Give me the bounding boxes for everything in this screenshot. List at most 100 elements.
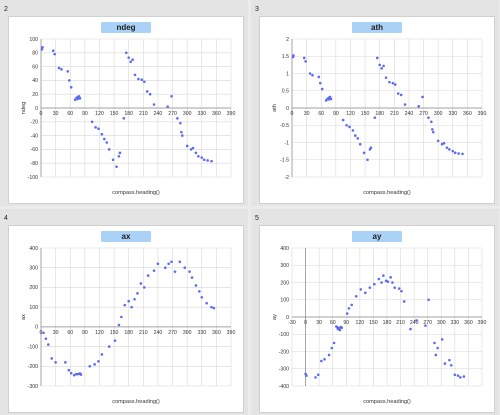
data-point xyxy=(409,327,412,331)
y-tick-label: -2 xyxy=(284,175,289,181)
data-point xyxy=(142,80,146,84)
data-point xyxy=(120,315,123,319)
data-point xyxy=(308,72,312,75)
x-tick-label: 330 xyxy=(451,320,460,326)
y-tick-label: -0.5 xyxy=(280,123,289,129)
x-tick-label: 330 xyxy=(197,111,206,117)
chart-card: ax 0 30 60 90 120 150 180 210 240 270 300 330 360 390… xyxy=(8,225,244,413)
data-point xyxy=(146,274,150,277)
x-tick-label: 270 xyxy=(419,111,428,117)
x-tick-label: 210 xyxy=(139,330,148,336)
data-point xyxy=(122,117,126,120)
data-point xyxy=(421,95,424,99)
data-point xyxy=(103,137,106,141)
scatter-plot-ax: 0 30 60 90 120 150 180 210 240 270 300 330 360 390 -30… xyxy=(21,246,236,405)
y-tick-label: -300 xyxy=(279,367,289,373)
y-tick-label: -1.5 xyxy=(280,158,289,164)
data-point xyxy=(123,303,127,307)
data-point xyxy=(64,361,67,364)
x-axis-label: compass.heading() xyxy=(363,190,411,196)
x-tick-label: -30 xyxy=(288,320,296,326)
chart-title: ax xyxy=(101,231,151,242)
data-point xyxy=(323,357,326,361)
y-tick-label: 80 xyxy=(32,51,38,57)
data-point xyxy=(100,353,104,356)
data-point xyxy=(197,155,200,158)
data-point xyxy=(200,295,204,299)
panel-number: 2 xyxy=(4,6,8,13)
data-point xyxy=(386,280,390,283)
data-point xyxy=(210,159,213,163)
data-point xyxy=(393,83,397,86)
data-point xyxy=(194,284,198,287)
data-point xyxy=(453,151,457,155)
data-point xyxy=(54,361,57,364)
x-tick-label: 60 xyxy=(318,111,324,117)
x-tick-label: 390 xyxy=(478,320,487,326)
data-point xyxy=(78,97,82,100)
data-point xyxy=(458,376,462,379)
data-point xyxy=(320,87,324,91)
y-tick-label: 0 xyxy=(286,106,289,112)
data-point xyxy=(424,324,427,327)
data-point xyxy=(69,86,73,89)
data-point xyxy=(440,142,444,146)
x-tick-label: 240 xyxy=(154,111,163,117)
data-point xyxy=(88,364,92,368)
data-point xyxy=(442,141,446,145)
x-tick-label: 240 xyxy=(154,330,163,336)
data-point xyxy=(369,146,373,149)
data-point xyxy=(206,159,209,162)
x-tick-label: 390 xyxy=(227,111,236,117)
x-tick-label: 30 xyxy=(53,330,59,336)
x-tick-label: 360 xyxy=(212,111,221,117)
x-tick-label: 120 xyxy=(95,111,104,117)
y-tick-label: 0 xyxy=(35,325,38,331)
data-point xyxy=(324,99,328,102)
data-point xyxy=(117,323,121,327)
data-point xyxy=(327,353,331,357)
data-point xyxy=(44,337,48,340)
data-point xyxy=(440,338,444,341)
y-tick-label: -80 xyxy=(31,161,39,167)
data-point xyxy=(462,375,466,378)
data-point xyxy=(127,299,130,303)
y-tick-label: 1.5 xyxy=(282,54,289,60)
data-point xyxy=(350,303,354,307)
chart-card: ndeg 0 30 60 90 120 150 180 210 240 270 300 330 360 3… xyxy=(8,16,244,204)
data-point xyxy=(40,48,44,51)
data-point xyxy=(378,63,381,67)
data-point xyxy=(302,56,306,60)
data-point xyxy=(345,123,348,127)
y-tick-label: 200 xyxy=(280,280,289,286)
data-point xyxy=(136,292,139,295)
data-point xyxy=(191,146,195,150)
x-tick-label: 390 xyxy=(227,330,236,336)
data-point xyxy=(431,128,434,131)
data-point xyxy=(388,80,391,84)
y-tick-label: 200 xyxy=(29,285,38,291)
data-point xyxy=(449,364,453,367)
data-point xyxy=(139,282,143,285)
panel-number: 4 xyxy=(4,215,8,222)
y-tick-label: -300 xyxy=(28,384,38,390)
data-point xyxy=(57,66,61,70)
data-point xyxy=(180,130,183,134)
data-point xyxy=(167,262,170,266)
y-tick-label: 400 xyxy=(29,246,38,252)
data-point xyxy=(170,94,173,98)
data-point xyxy=(402,300,406,303)
data-point xyxy=(142,286,146,289)
x-axis-label: compass.heading() xyxy=(112,190,160,196)
y-tick-label: -20 xyxy=(31,120,39,126)
y-tick-label: -100 xyxy=(28,175,38,181)
data-point xyxy=(97,360,100,363)
data-point xyxy=(188,270,191,273)
data-point xyxy=(358,142,362,146)
y-tick-label: 0.5 xyxy=(282,89,289,95)
data-point xyxy=(111,158,115,162)
data-point xyxy=(443,362,447,365)
data-point xyxy=(340,326,344,329)
x-tick-label: 90 xyxy=(82,330,88,336)
panel-ay: 5 ay -30 0 30 60 90 120 150 180 210 240 270 300 330 3… xyxy=(251,209,499,415)
